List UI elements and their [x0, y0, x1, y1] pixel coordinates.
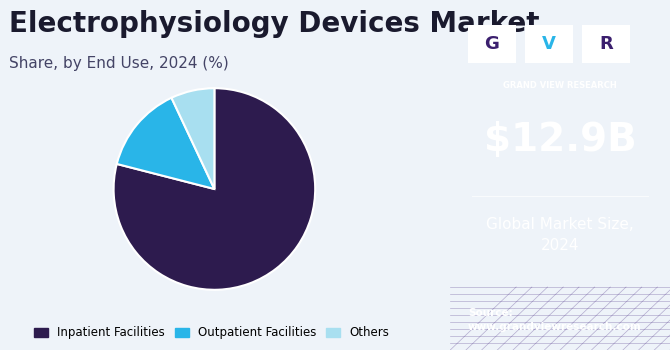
- FancyBboxPatch shape: [525, 25, 574, 63]
- Text: Global Market Size,
2024: Global Market Size, 2024: [486, 217, 634, 253]
- Text: GRAND VIEW RESEARCH: GRAND VIEW RESEARCH: [503, 80, 617, 90]
- Wedge shape: [117, 98, 214, 189]
- Wedge shape: [172, 88, 214, 189]
- Text: V: V: [542, 35, 556, 53]
- FancyBboxPatch shape: [468, 25, 516, 63]
- Text: Share, by End Use, 2024 (%): Share, by End Use, 2024 (%): [9, 56, 228, 71]
- Legend: Inpatient Facilities, Outpatient Facilities, Others: Inpatient Facilities, Outpatient Facilit…: [29, 322, 394, 344]
- Text: $12.9B: $12.9B: [484, 121, 636, 159]
- Text: R: R: [600, 35, 613, 53]
- Text: Source:
www.grandviewresearch.com: Source: www.grandviewresearch.com: [468, 308, 642, 332]
- Text: G: G: [484, 35, 499, 53]
- Wedge shape: [114, 88, 315, 290]
- FancyBboxPatch shape: [582, 25, 630, 63]
- Text: Electrophysiology Devices Market: Electrophysiology Devices Market: [9, 10, 539, 38]
